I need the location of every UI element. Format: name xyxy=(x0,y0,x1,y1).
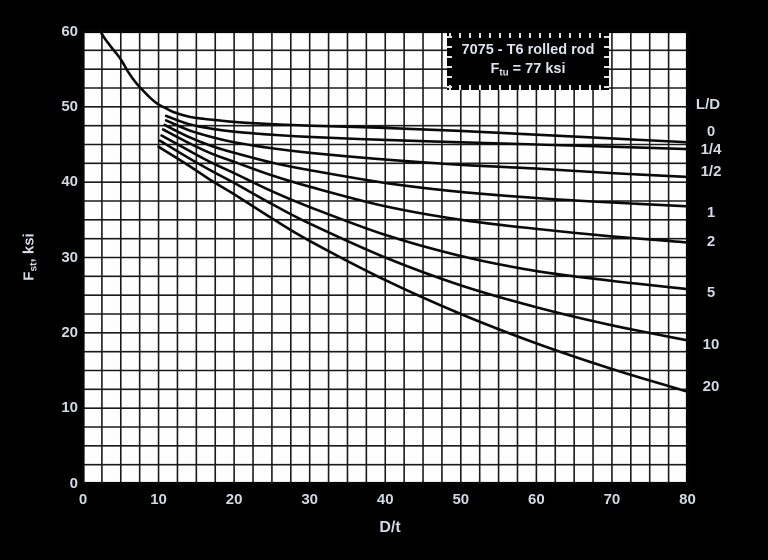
y-tick-label-0: 0 xyxy=(69,474,78,492)
y-tick-label-50: 50 xyxy=(61,97,78,115)
plot-frame xyxy=(81,29,690,486)
curve-L-D---1-4 xyxy=(164,114,689,151)
legend-item-LD-2: 2 xyxy=(706,232,716,250)
title-box-border-ticks-right xyxy=(604,35,609,88)
legend-title: L/D xyxy=(695,96,721,113)
curve-L-D---0 xyxy=(99,30,689,144)
x-tick-label-60: 60 xyxy=(528,491,545,508)
curve-L-D---2 xyxy=(161,128,689,244)
chart-title-box: 7075 - T6 rolled rod Ftu = 77 ksi xyxy=(447,33,609,90)
title-box-border-ticks-top xyxy=(449,33,607,38)
y-tick-label-20: 20 xyxy=(61,323,78,341)
legend-item-LD-5: 5 xyxy=(706,283,716,301)
title-box-line1: 7075 - T6 rolled rod xyxy=(461,41,595,58)
curve-L-D---1 xyxy=(163,123,689,208)
x-tick-label-0: 0 xyxy=(78,491,88,508)
title-box-border-ticks-left xyxy=(447,35,452,88)
x-tick-label-10: 10 xyxy=(150,491,167,508)
y-tick-label-30: 30 xyxy=(61,248,78,266)
title-box-border-ticks-bottom xyxy=(449,85,607,90)
curve-L-D---20 xyxy=(157,145,689,393)
y-tick-label-40: 40 xyxy=(61,173,78,191)
legend-item-LD-1-4: 1/4 xyxy=(700,140,722,158)
legend-item-LD-20: 20 xyxy=(702,378,720,396)
title-box-ftu-subscript: tu xyxy=(499,67,509,79)
x-tick-label-70: 70 xyxy=(603,491,621,508)
legend-item-LD-1-2: 1/2 xyxy=(700,162,722,180)
title-box-line2: Ftu = 77 ksi xyxy=(491,60,566,82)
x-tick-label-40: 40 xyxy=(376,491,394,508)
y-tick-label-10: 10 xyxy=(61,399,78,417)
x-tick-label-50: 50 xyxy=(452,491,470,508)
legend-item-LD-1: 1 xyxy=(706,204,716,222)
y-axis-title-prefix: F xyxy=(20,271,38,281)
x-tick-label-30: 30 xyxy=(301,491,319,508)
y-tick-label-60: 60 xyxy=(61,22,78,40)
x-tick-label-80: 80 xyxy=(679,491,696,508)
title-box-ftu-prefix: F xyxy=(490,60,500,77)
legend-item-LD-10: 10 xyxy=(702,335,720,353)
curve-L-D---10 xyxy=(158,139,689,342)
legend-item-LD-0: 0 xyxy=(706,123,716,141)
title-box-ftu-rest: = 77 ksi xyxy=(508,60,566,77)
x-tick-label-20: 20 xyxy=(225,491,243,508)
curve-L-D---5 xyxy=(160,134,689,291)
curve-L-D---1-2 xyxy=(164,119,689,179)
x-axis-title: D/t xyxy=(379,519,401,536)
